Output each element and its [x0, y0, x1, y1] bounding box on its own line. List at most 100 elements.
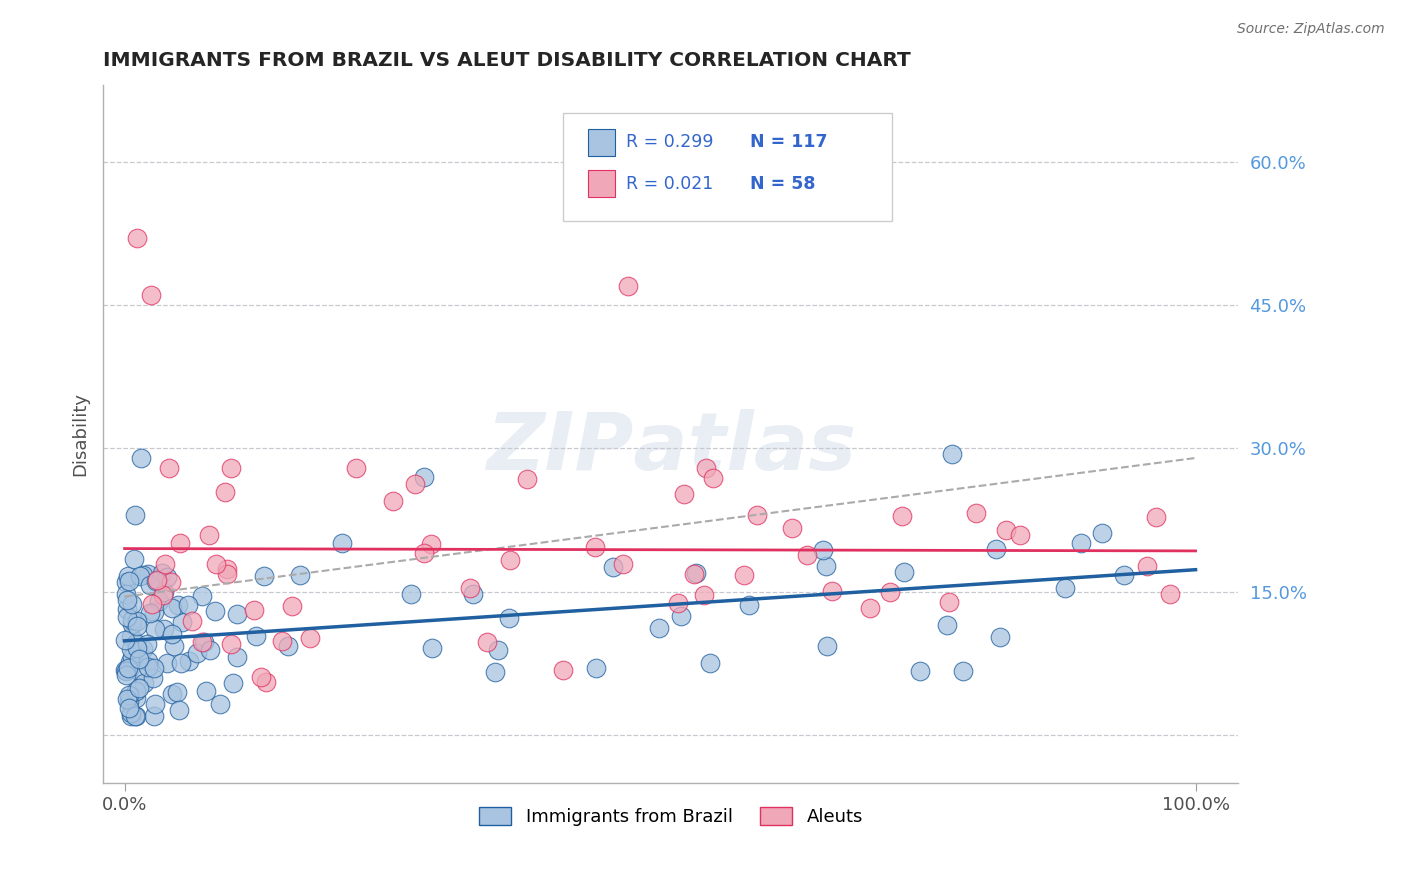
Point — [191, 635, 214, 649]
Point — [121, 613, 143, 627]
Point — [139, 607, 162, 621]
Point — [115, 575, 138, 590]
Point — [682, 566, 704, 581]
Point — [117, 661, 139, 675]
Point — [146, 573, 169, 587]
Point — [136, 660, 159, 674]
Point — [121, 597, 143, 611]
Point — [780, 521, 803, 535]
Point — [128, 652, 150, 666]
Point — [399, 587, 422, 601]
Point — [121, 616, 143, 631]
Point — [125, 683, 148, 698]
Point — [177, 598, 200, 612]
Point — [245, 629, 267, 643]
Point — [617, 279, 640, 293]
Point — [475, 635, 498, 649]
Point — [879, 585, 901, 599]
Point — [159, 574, 181, 589]
Point — [891, 509, 914, 524]
Point — [141, 597, 163, 611]
Point — [186, 646, 208, 660]
Point — [128, 664, 150, 678]
Point — [121, 650, 143, 665]
Point — [120, 706, 142, 720]
Point — [118, 574, 141, 588]
Point — [117, 701, 139, 715]
Point — [820, 583, 842, 598]
Text: R = 0.021: R = 0.021 — [627, 175, 714, 193]
Point — [114, 668, 136, 682]
Point — [148, 594, 170, 608]
Point — [142, 671, 165, 685]
Point — [811, 543, 834, 558]
Point — [484, 665, 506, 679]
Point — [583, 540, 606, 554]
Point — [118, 661, 141, 675]
Point — [120, 709, 142, 723]
Point — [195, 683, 218, 698]
Point — [181, 615, 204, 629]
Point — [120, 631, 142, 645]
Point — [217, 562, 239, 576]
Point — [167, 703, 190, 717]
Point — [125, 640, 148, 655]
Point — [733, 567, 755, 582]
Point — [814, 559, 837, 574]
Point — [859, 601, 882, 615]
Point — [127, 614, 149, 628]
Point — [114, 632, 136, 647]
Point — [153, 558, 176, 572]
Point — [460, 581, 482, 595]
Point — [169, 535, 191, 549]
Point — [413, 546, 436, 560]
Point — [602, 560, 624, 574]
Point — [253, 569, 276, 583]
Point — [190, 589, 212, 603]
Point — [120, 642, 142, 657]
Point — [136, 654, 159, 668]
FancyBboxPatch shape — [562, 113, 893, 221]
Point — [152, 588, 174, 602]
Point — [1008, 528, 1031, 542]
Point — [910, 665, 932, 679]
Point — [270, 634, 292, 648]
Point — [215, 566, 238, 581]
Point — [288, 567, 311, 582]
Point — [747, 508, 769, 523]
Point — [170, 615, 193, 629]
Point — [612, 557, 634, 571]
Bar — [588, 170, 616, 197]
Point — [115, 592, 138, 607]
Point — [143, 623, 166, 637]
Point — [254, 675, 277, 690]
Point — [222, 676, 245, 690]
Point — [162, 687, 184, 701]
Point — [118, 694, 141, 708]
Point — [115, 601, 138, 615]
Point — [243, 603, 266, 617]
Point — [225, 607, 247, 621]
Text: Source: ZipAtlas.com: Source: ZipAtlas.com — [1237, 22, 1385, 37]
Point — [796, 549, 818, 563]
Text: R = 0.299: R = 0.299 — [627, 134, 714, 152]
Point — [516, 472, 538, 486]
Point — [738, 599, 761, 613]
Point — [277, 639, 299, 653]
Point — [204, 604, 226, 618]
Point — [893, 565, 915, 579]
Point — [941, 447, 963, 461]
Point — [551, 663, 574, 677]
Point — [128, 681, 150, 695]
Point — [138, 566, 160, 581]
Point — [413, 470, 436, 484]
Bar — [588, 129, 616, 156]
Point — [143, 697, 166, 711]
Y-axis label: Disability: Disability — [72, 392, 89, 476]
Point — [198, 643, 221, 657]
Point — [1112, 567, 1135, 582]
Point — [1053, 581, 1076, 595]
Point — [219, 637, 242, 651]
Point — [695, 460, 717, 475]
Point — [938, 595, 960, 609]
